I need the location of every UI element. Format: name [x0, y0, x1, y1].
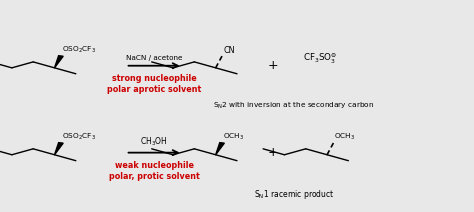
Text: NaCN / acetone: NaCN / acetone — [126, 55, 182, 61]
Text: polar aprotic solvent: polar aprotic solvent — [107, 85, 201, 94]
Text: OSO$_2$CF$_3$: OSO$_2$CF$_3$ — [62, 45, 96, 55]
Text: S$_{\rm N}$2 with inversion at the secondary carbon: S$_{\rm N}$2 with inversion at the secon… — [213, 101, 374, 111]
Text: OCH$_3$: OCH$_3$ — [223, 132, 245, 142]
Text: OSO$_2$CF$_3$: OSO$_2$CF$_3$ — [62, 132, 96, 142]
Text: +: + — [267, 59, 278, 72]
Text: CF$_3$SO$_3^{\ominus}$: CF$_3$SO$_3^{\ominus}$ — [303, 52, 338, 66]
Polygon shape — [216, 143, 224, 155]
Text: CH$_3$OH: CH$_3$OH — [140, 135, 168, 148]
Text: strong nucleophile: strong nucleophile — [112, 74, 196, 83]
Text: polar, protic solvent: polar, protic solvent — [109, 172, 200, 181]
Text: weak nucleophile: weak nucleophile — [115, 161, 193, 170]
Polygon shape — [55, 143, 63, 155]
Text: +: + — [267, 146, 278, 159]
Text: S$_{\rm N}$1 racemic product: S$_{\rm N}$1 racemic product — [254, 188, 334, 201]
Polygon shape — [55, 56, 63, 68]
Text: OCH$_3$: OCH$_3$ — [334, 132, 356, 142]
Text: CN: CN — [223, 46, 235, 55]
